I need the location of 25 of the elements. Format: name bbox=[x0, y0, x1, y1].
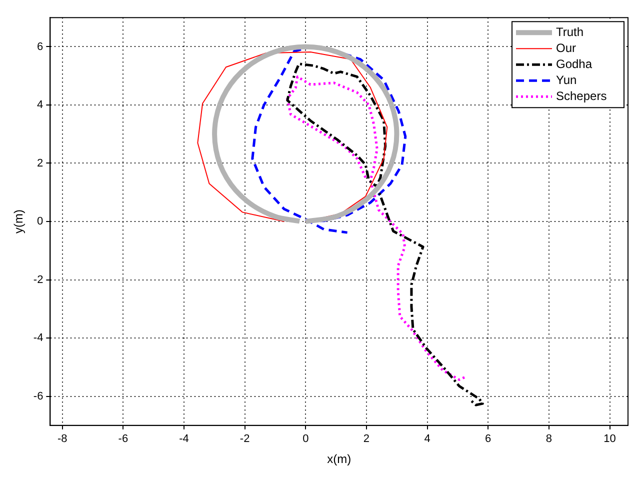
y-tick-label: 0 bbox=[37, 216, 44, 228]
x-tick-label: -4 bbox=[179, 433, 189, 446]
legend-label: Yun bbox=[556, 72, 577, 87]
x-tick-label: 6 bbox=[485, 433, 492, 446]
legend-label: Truth bbox=[556, 24, 584, 39]
y-tick-label: -4 bbox=[33, 332, 44, 344]
legend-label: Our bbox=[556, 40, 576, 55]
x-tick-label: -8 bbox=[57, 433, 68, 446]
y-tick-label: -6 bbox=[33, 390, 44, 402]
x-tick-label: 4 bbox=[424, 433, 430, 446]
x-tick-label: 2 bbox=[363, 433, 370, 446]
x-tick-label: 0 bbox=[302, 433, 309, 446]
legend-label: Godha bbox=[556, 56, 592, 71]
x-tick-label: 8 bbox=[546, 433, 552, 446]
y-tick-label: -2 bbox=[33, 274, 44, 286]
x-tick-label: -6 bbox=[118, 433, 128, 446]
x-tick-label: -2 bbox=[240, 433, 250, 446]
x-axis-title: x(m) bbox=[327, 452, 352, 466]
line-series bbox=[286, 75, 468, 381]
y-tick-label: 6 bbox=[37, 40, 44, 53]
y-tick-label: 4 bbox=[37, 99, 44, 112]
y-tick-label: 2 bbox=[37, 157, 44, 170]
x-tick-label: 10 bbox=[604, 433, 616, 446]
legend-label: Schepers bbox=[556, 88, 607, 103]
y-axis-title: y(m) bbox=[12, 210, 26, 234]
